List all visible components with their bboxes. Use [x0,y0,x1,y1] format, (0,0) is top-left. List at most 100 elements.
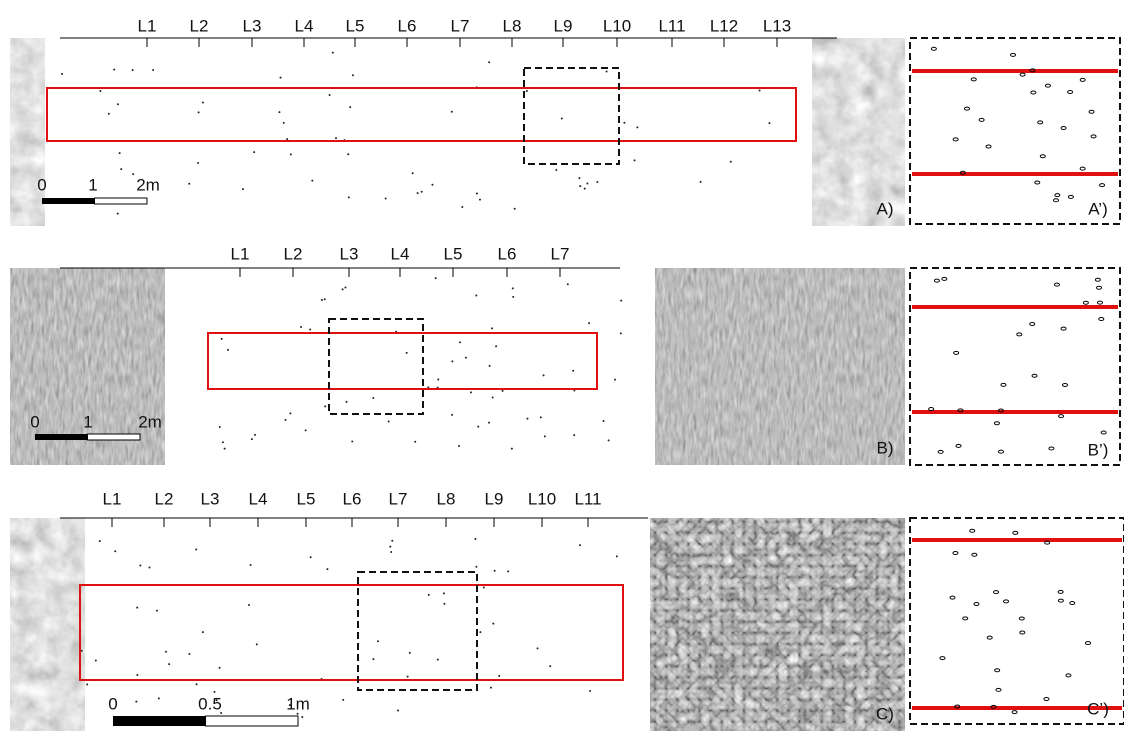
scale-bar-white [95,198,148,204]
speck [136,607,138,609]
speck [540,416,542,418]
scale-label: 0.5 [198,694,222,713]
speck [620,332,622,334]
speck [479,199,481,201]
speck [335,137,337,139]
speck [620,300,622,302]
transect-box [208,333,597,389]
speck [309,329,311,331]
speck [195,548,197,550]
speck [251,438,253,440]
speck [476,192,478,194]
speck [431,184,433,186]
speck [428,594,430,596]
speck [286,138,288,140]
speck [407,676,409,678]
speck [132,69,134,71]
speck [120,168,122,170]
line-label: L8 [503,16,522,35]
speck [113,69,115,71]
speck [342,288,344,290]
speck [165,651,167,653]
background-right [655,268,905,465]
line-label: L4 [249,489,268,508]
line-label: L5 [297,489,316,508]
speck [477,426,479,428]
speck [526,90,528,92]
speck [417,192,419,194]
line-label: L6 [398,16,417,35]
speck [495,345,497,347]
speck [389,546,391,548]
speck [586,183,588,185]
speck [301,716,303,718]
speck [202,631,204,633]
speck [544,435,546,437]
scale-bar-black [35,434,88,440]
speck [421,191,423,193]
line-label: L3 [340,244,359,263]
speck [414,441,416,443]
speck [256,643,258,645]
speck [324,405,326,407]
scale-bar-black [42,198,95,204]
speck [99,540,101,542]
scale-label: 1 [83,412,92,431]
speck [372,397,374,399]
speck [324,298,326,300]
line-label: L8 [437,489,456,508]
speck [443,603,445,605]
speck [188,183,190,185]
line-label: L3 [243,16,262,35]
speck [443,592,445,594]
scale-label: 0 [108,694,117,713]
speck [329,94,331,96]
line-label: L2 [284,244,303,263]
speck [117,213,119,215]
speck [578,177,580,179]
inset-frame [910,268,1120,465]
line-label: L11 [574,489,601,508]
speck [148,567,150,569]
scale-label: 0 [30,412,39,431]
speck [310,556,312,558]
speck [514,208,516,210]
speck [197,162,199,164]
speck [465,357,467,359]
scale-label: 1 [88,175,97,194]
speck [461,206,463,208]
speck [311,180,313,182]
speck [346,401,348,403]
line-label: L12 [710,16,738,35]
speck [342,699,344,701]
speck [437,659,439,661]
inset-label: C’) [1087,699,1109,718]
speck [198,111,200,113]
speck [543,374,545,376]
speck [219,426,221,428]
zoom-box [524,68,619,164]
background-right [812,38,905,226]
speck [470,391,472,393]
speck [759,90,761,92]
inset-frame [910,38,1120,224]
speck [412,172,414,174]
speck [616,555,618,557]
speck [95,660,97,662]
speck [488,422,490,424]
speck [349,106,351,108]
speck [278,111,280,113]
speck [451,111,453,113]
speck [488,61,490,63]
speck [388,420,390,422]
speck [99,90,101,92]
speck [385,198,387,200]
transect-box [80,585,623,680]
speck [61,73,63,75]
line-label: L2 [155,489,174,508]
speck [250,564,252,566]
scale-label: 2m [136,175,160,194]
speck [290,153,292,155]
speck [253,151,255,153]
scale-label: 0 [37,175,46,194]
